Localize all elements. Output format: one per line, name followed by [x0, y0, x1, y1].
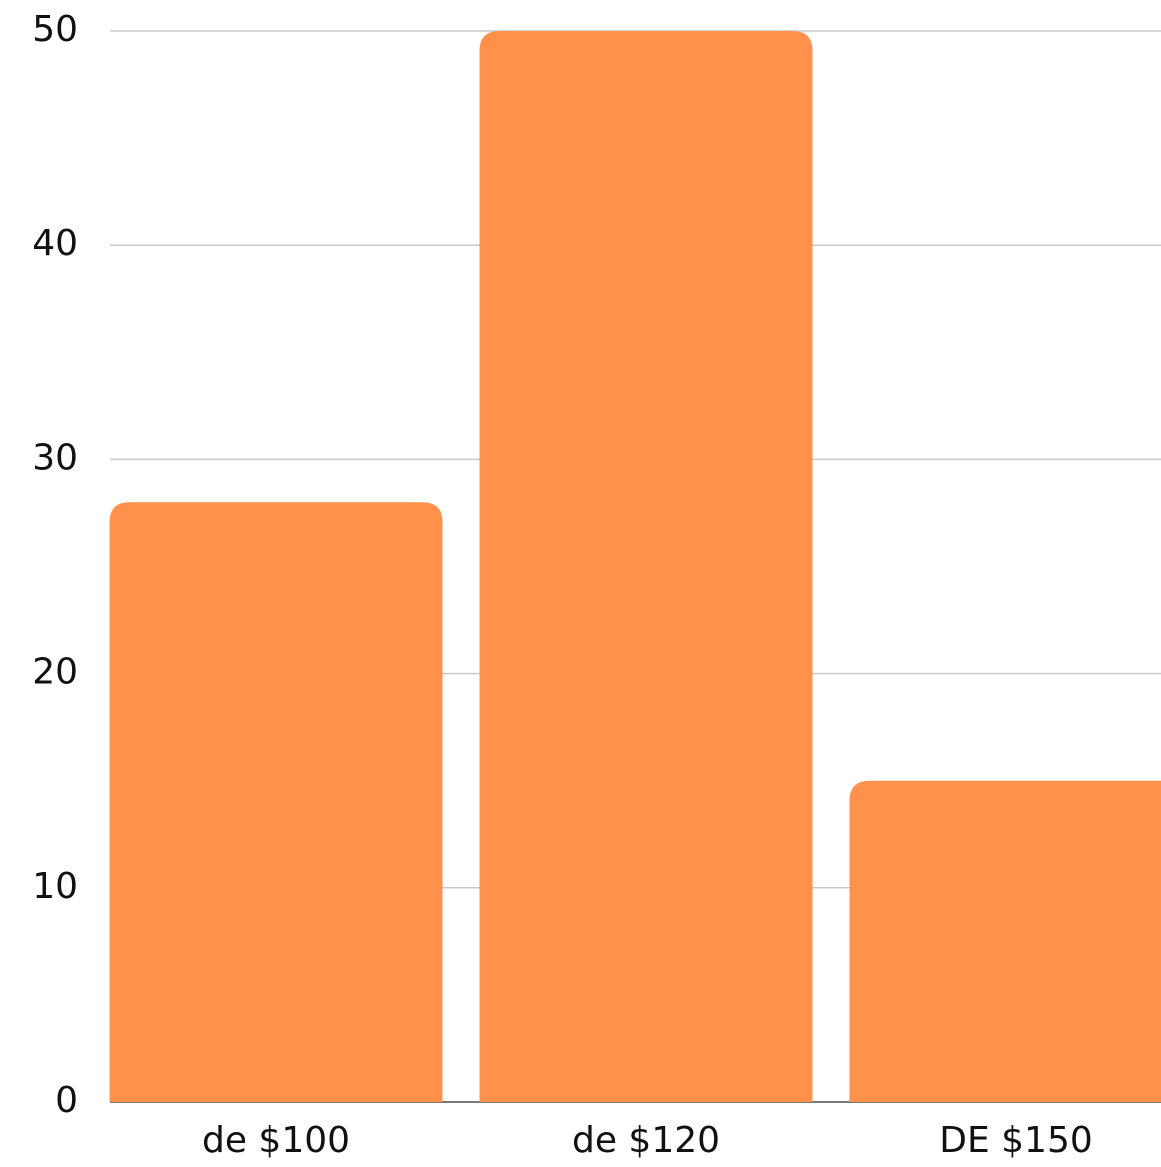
- y-tick-label: 40: [32, 223, 78, 264]
- y-tick-label: 20: [32, 652, 78, 693]
- x-tick-label: de $100: [202, 1120, 350, 1161]
- y-tick-label: 50: [32, 9, 78, 50]
- y-tick-label: 10: [32, 866, 78, 907]
- bar: [849, 780, 1161, 1102]
- bar: [109, 502, 443, 1102]
- x-tick-label: de $120: [572, 1120, 720, 1161]
- y-tick-label: 30: [32, 437, 78, 478]
- y-tick-label: 0: [55, 1080, 78, 1121]
- x-tick-label: DE $150: [939, 1120, 1093, 1161]
- bar: [479, 31, 813, 1102]
